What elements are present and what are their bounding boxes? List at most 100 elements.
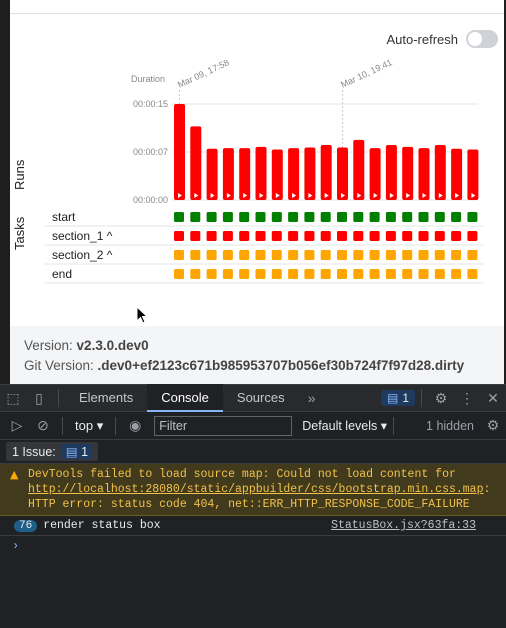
tab-elements[interactable]: Elements bbox=[79, 390, 134, 405]
task-status-cell bbox=[174, 212, 184, 222]
task-status-cell bbox=[369, 250, 380, 260]
task-status-cell bbox=[190, 250, 201, 260]
version-line: Version: v2.3.0.dev0 bbox=[24, 336, 490, 356]
more-options-icon[interactable]: ⋮ bbox=[460, 389, 474, 406]
inspect-element-icon[interactable]: ⬚ bbox=[6, 389, 20, 406]
tab-sources[interactable]: Sources bbox=[236, 390, 285, 405]
duration-bar bbox=[206, 148, 218, 200]
task-status-cell bbox=[271, 269, 282, 279]
auto-refresh-toggle[interactable] bbox=[466, 30, 498, 48]
task-status-cell bbox=[239, 250, 250, 260]
play-icon bbox=[438, 193, 443, 198]
duration-bar bbox=[304, 147, 316, 200]
duration-bar bbox=[222, 148, 234, 200]
warning-link[interactable]: http://localhost:28080/static/appbuilder… bbox=[28, 483, 484, 496]
version-value: v2.3.0.dev0 bbox=[76, 338, 149, 353]
task-status-cell bbox=[222, 231, 233, 241]
live-expression-eye-icon[interactable]: ◉ bbox=[129, 417, 142, 433]
settings-gear-icon[interactable]: ⚙ bbox=[434, 389, 448, 406]
console-settings-gear-icon[interactable]: ⚙ bbox=[486, 417, 500, 433]
log-source-link[interactable]: StatusBox.jsx?63fa:33 bbox=[331, 519, 476, 532]
clear-console-icon[interactable]: ⊘ bbox=[37, 417, 49, 433]
play-icon bbox=[324, 193, 329, 198]
task-status-cell bbox=[418, 269, 429, 279]
y-tick-label: 00:00:15 bbox=[133, 99, 168, 109]
task-status-cell bbox=[353, 250, 364, 260]
task-status-cell bbox=[434, 231, 445, 241]
task-status-cell bbox=[369, 231, 380, 241]
duration-bar bbox=[288, 148, 300, 200]
task-status-cell bbox=[402, 269, 413, 279]
task-status-cell bbox=[402, 212, 413, 222]
issues-link[interactable]: 1 Issue: ▤ 1 bbox=[6, 442, 99, 461]
task-status-cell bbox=[402, 250, 413, 260]
play-icon bbox=[243, 193, 248, 198]
task-status-cell bbox=[190, 231, 201, 241]
task-status-cell bbox=[271, 250, 282, 260]
log-text: render status box bbox=[43, 519, 161, 532]
play-icon bbox=[406, 193, 411, 198]
task-status-cell bbox=[174, 231, 184, 241]
duration-chart: Runs Tasks Duration start section_1 ^ sect… bbox=[12, 60, 484, 284]
context-selector[interactable]: top ▾ bbox=[75, 417, 104, 433]
task-status-cell bbox=[222, 212, 233, 222]
task-status-cell bbox=[206, 212, 217, 222]
task-status-cell bbox=[353, 212, 364, 222]
task-status-cell bbox=[239, 231, 250, 241]
device-toolbar-icon[interactable]: ▯ bbox=[35, 389, 43, 406]
play-icon bbox=[422, 193, 427, 198]
duration-bar bbox=[174, 104, 185, 200]
task-status-cell bbox=[369, 269, 380, 279]
task-status-cell bbox=[288, 269, 299, 279]
devtools-panel: ⬚ ▯ Elements Console Sources » ▤ 1 ⚙ ⋮ ✕… bbox=[0, 384, 506, 628]
mouse-cursor-icon bbox=[136, 306, 149, 324]
duration-bar bbox=[337, 147, 348, 200]
task-row-label: section_1 ^ bbox=[52, 229, 113, 243]
task-status-cell bbox=[337, 269, 347, 279]
sidebar-toggle-icon[interactable]: ▷ bbox=[11, 417, 23, 433]
task-status-cell bbox=[337, 231, 347, 241]
toolbar-divider bbox=[58, 389, 59, 407]
play-icon bbox=[194, 193, 199, 198]
tab-console[interactable]: Console bbox=[147, 384, 223, 412]
auto-refresh-control[interactable]: Auto-refresh bbox=[386, 30, 498, 48]
task-status-cell bbox=[451, 231, 462, 241]
message-icon: ▤ bbox=[65, 445, 82, 459]
console-warning: ▲ DevTools failed to load source map: Co… bbox=[0, 464, 506, 516]
task-status-cell bbox=[385, 250, 396, 260]
task-status-cell bbox=[369, 212, 380, 222]
more-tabs-icon[interactable]: » bbox=[307, 390, 316, 406]
play-icon bbox=[389, 193, 394, 198]
git-version-label: Git Version: bbox=[24, 358, 94, 373]
duration-bar bbox=[385, 144, 397, 200]
task-status-cell bbox=[353, 269, 364, 279]
play-icon bbox=[341, 193, 345, 198]
task-status-cell bbox=[434, 269, 445, 279]
task-status-cell bbox=[206, 269, 217, 279]
task-status-cell bbox=[288, 212, 299, 222]
duration-bar bbox=[255, 146, 267, 200]
issues-chip-count: ▤ 1 bbox=[61, 444, 93, 459]
toolbar-divider bbox=[421, 389, 422, 407]
hidden-messages-count: 1 hidden bbox=[426, 418, 474, 433]
close-devtools-icon[interactable]: ✕ bbox=[487, 389, 499, 406]
play-icon bbox=[178, 193, 182, 198]
console-filter-input[interactable] bbox=[154, 415, 293, 436]
task-status-cell bbox=[206, 250, 217, 260]
task-status-cell bbox=[271, 212, 282, 222]
duration-bar bbox=[320, 144, 332, 200]
log-levels-dropdown[interactable]: Default levels ▾ bbox=[302, 419, 388, 433]
play-icon bbox=[259, 193, 264, 198]
task-status-cell bbox=[418, 231, 429, 241]
duration-bar bbox=[418, 148, 430, 200]
issues-badge[interactable]: ▤ 1 bbox=[380, 390, 415, 406]
play-icon bbox=[292, 193, 297, 198]
issues-bar: 1 Issue: ▤ 1 bbox=[0, 440, 506, 464]
play-icon bbox=[357, 193, 362, 198]
duration-bar bbox=[434, 144, 446, 200]
git-version-value: .dev0+ef2123c671b985953707b056ef30b724f7… bbox=[97, 358, 465, 373]
runs-axis-label: Runs bbox=[12, 159, 27, 190]
task-status-cell bbox=[451, 250, 462, 260]
console-prompt[interactable]: › bbox=[0, 536, 506, 556]
version-footer: Version: v2.3.0.dev0 Git Version: .dev0+… bbox=[10, 326, 504, 384]
